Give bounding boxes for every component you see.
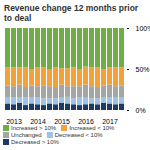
svg-text:100%: 100% xyxy=(136,25,150,32)
html-text:Increased < 10%: Increased < 10% xyxy=(69,125,115,131)
html-text:Decreased > 10%: Decreased > 10% xyxy=(11,139,59,145)
svg-text:2017: 2017 xyxy=(102,118,118,124)
html-text:Increased > 10%: Increased > 10% xyxy=(11,125,57,131)
svg-text:0%: 0% xyxy=(136,107,146,114)
svg-text:2013: 2013 xyxy=(6,118,22,124)
html-text:Unchanged: Unchanged xyxy=(11,132,42,138)
html-text:Revenue change 12 months prior: Revenue change 12 months prior to deal xyxy=(4,3,139,23)
svg-text:2014: 2014 xyxy=(30,118,46,124)
svg-text:50%: 50% xyxy=(136,66,150,73)
html-text:Decreased < 10%: Decreased < 10% xyxy=(54,132,103,138)
svg-text:2016: 2016 xyxy=(78,118,94,124)
svg-text:2015: 2015 xyxy=(54,118,70,124)
